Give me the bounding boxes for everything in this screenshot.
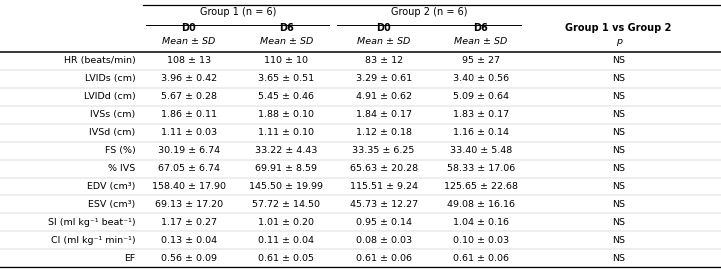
- Text: Mean ± SD: Mean ± SD: [260, 37, 313, 46]
- Text: NS: NS: [612, 254, 625, 263]
- Text: 1.88 ± 0.10: 1.88 ± 0.10: [258, 110, 314, 119]
- Text: ESV (cm³): ESV (cm³): [88, 200, 136, 209]
- Text: 1.86 ± 0.11: 1.86 ± 0.11: [161, 110, 217, 119]
- Text: NS: NS: [612, 146, 625, 155]
- Text: EDV (cm³): EDV (cm³): [87, 182, 136, 191]
- Text: FS (%): FS (%): [105, 146, 136, 155]
- Text: EF: EF: [124, 254, 136, 263]
- Text: 1.12 ± 0.18: 1.12 ± 0.18: [355, 128, 412, 137]
- Text: 65.63 ± 20.28: 65.63 ± 20.28: [350, 164, 417, 173]
- Text: Mean ± SD: Mean ± SD: [454, 37, 508, 46]
- Text: NS: NS: [612, 164, 625, 173]
- Text: NS: NS: [612, 74, 625, 83]
- Text: 1.83 ± 0.17: 1.83 ± 0.17: [453, 110, 509, 119]
- Text: 1.04 ± 0.16: 1.04 ± 0.16: [453, 218, 509, 227]
- Text: SI (ml kg⁻¹ beat⁻¹): SI (ml kg⁻¹ beat⁻¹): [48, 218, 136, 227]
- Text: Mean ± SD: Mean ± SD: [357, 37, 410, 46]
- Text: % IVS: % IVS: [108, 164, 136, 173]
- Text: 110 ± 10: 110 ± 10: [264, 56, 309, 65]
- Text: 115.51 ± 9.24: 115.51 ± 9.24: [350, 182, 417, 191]
- Text: D0: D0: [182, 23, 196, 33]
- Text: 49.08 ± 16.16: 49.08 ± 16.16: [447, 200, 515, 209]
- Text: 0.61 ± 0.06: 0.61 ± 0.06: [453, 254, 509, 263]
- Text: 1.11 ± 0.10: 1.11 ± 0.10: [258, 128, 314, 137]
- Text: 57.72 ± 14.50: 57.72 ± 14.50: [252, 200, 320, 209]
- Text: NS: NS: [612, 128, 625, 137]
- Text: 45.73 ± 12.27: 45.73 ± 12.27: [350, 200, 417, 209]
- Text: 33.35 ± 6.25: 33.35 ± 6.25: [353, 146, 415, 155]
- Text: Group 1 (n = 6): Group 1 (n = 6): [200, 7, 276, 17]
- Text: 5.45 ± 0.46: 5.45 ± 0.46: [258, 92, 314, 101]
- Text: 0.13 ± 0.04: 0.13 ± 0.04: [161, 236, 217, 245]
- Text: 108 ± 13: 108 ± 13: [167, 56, 211, 65]
- Text: 67.05 ± 6.74: 67.05 ± 6.74: [158, 164, 220, 173]
- Text: NS: NS: [612, 110, 625, 119]
- Text: NS: NS: [612, 236, 625, 245]
- Text: 69.13 ± 17.20: 69.13 ± 17.20: [155, 200, 223, 209]
- Text: LVIDs (cm): LVIDs (cm): [85, 74, 136, 83]
- Text: D6: D6: [474, 23, 488, 33]
- Text: 3.40 ± 0.56: 3.40 ± 0.56: [453, 74, 509, 83]
- Text: 30.19 ± 6.74: 30.19 ± 6.74: [158, 146, 220, 155]
- Text: NS: NS: [612, 92, 625, 101]
- Text: 33.22 ± 4.43: 33.22 ± 4.43: [255, 146, 317, 155]
- Text: 1.17 ± 0.27: 1.17 ± 0.27: [161, 218, 217, 227]
- Text: 5.67 ± 0.28: 5.67 ± 0.28: [161, 92, 217, 101]
- Text: D0: D0: [376, 23, 391, 33]
- Text: IVSs (cm): IVSs (cm): [90, 110, 136, 119]
- Text: NS: NS: [612, 200, 625, 209]
- Text: NS: NS: [612, 218, 625, 227]
- Text: 69.91 ± 8.59: 69.91 ± 8.59: [255, 164, 317, 173]
- Text: 58.33 ± 17.06: 58.33 ± 17.06: [447, 164, 515, 173]
- Text: 158.40 ± 17.90: 158.40 ± 17.90: [152, 182, 226, 191]
- Text: 4.91 ± 0.62: 4.91 ± 0.62: [355, 92, 412, 101]
- Text: 3.96 ± 0.42: 3.96 ± 0.42: [161, 74, 217, 83]
- Text: NS: NS: [612, 56, 625, 65]
- Text: D6: D6: [279, 23, 293, 33]
- Text: 0.61 ± 0.05: 0.61 ± 0.05: [258, 254, 314, 263]
- Text: 1.01 ± 0.20: 1.01 ± 0.20: [258, 218, 314, 227]
- Text: 0.95 ± 0.14: 0.95 ± 0.14: [355, 218, 412, 227]
- Text: 0.56 ± 0.09: 0.56 ± 0.09: [161, 254, 217, 263]
- Text: IVSd (cm): IVSd (cm): [89, 128, 136, 137]
- Text: 33.40 ± 5.48: 33.40 ± 5.48: [450, 146, 512, 155]
- Text: Group 1 vs Group 2: Group 1 vs Group 2: [565, 23, 672, 33]
- Text: 1.16 ± 0.14: 1.16 ± 0.14: [453, 128, 509, 137]
- Text: LVIDd (cm): LVIDd (cm): [84, 92, 136, 101]
- Text: 83 ± 12: 83 ± 12: [365, 56, 402, 65]
- Text: 0.11 ± 0.04: 0.11 ± 0.04: [258, 236, 314, 245]
- Text: 125.65 ± 22.68: 125.65 ± 22.68: [444, 182, 518, 191]
- Text: Mean ± SD: Mean ± SD: [162, 37, 216, 46]
- Text: 0.08 ± 0.03: 0.08 ± 0.03: [355, 236, 412, 245]
- Text: 95 ± 27: 95 ± 27: [462, 56, 500, 65]
- Text: 5.09 ± 0.64: 5.09 ± 0.64: [453, 92, 509, 101]
- Text: 1.11 ± 0.03: 1.11 ± 0.03: [161, 128, 217, 137]
- Text: 3.65 ± 0.51: 3.65 ± 0.51: [258, 74, 314, 83]
- Text: HR (beats/min): HR (beats/min): [63, 56, 136, 65]
- Text: CI (ml kg⁻¹ min⁻¹): CI (ml kg⁻¹ min⁻¹): [51, 236, 136, 245]
- Text: 1.84 ± 0.17: 1.84 ± 0.17: [355, 110, 412, 119]
- Text: NS: NS: [612, 182, 625, 191]
- Text: p: p: [616, 37, 622, 46]
- Text: 0.61 ± 0.06: 0.61 ± 0.06: [355, 254, 412, 263]
- Text: 145.50 ± 19.99: 145.50 ± 19.99: [249, 182, 323, 191]
- Text: Group 2 (n = 6): Group 2 (n = 6): [391, 7, 467, 17]
- Text: 0.10 ± 0.03: 0.10 ± 0.03: [453, 236, 509, 245]
- Text: 3.29 ± 0.61: 3.29 ± 0.61: [355, 74, 412, 83]
